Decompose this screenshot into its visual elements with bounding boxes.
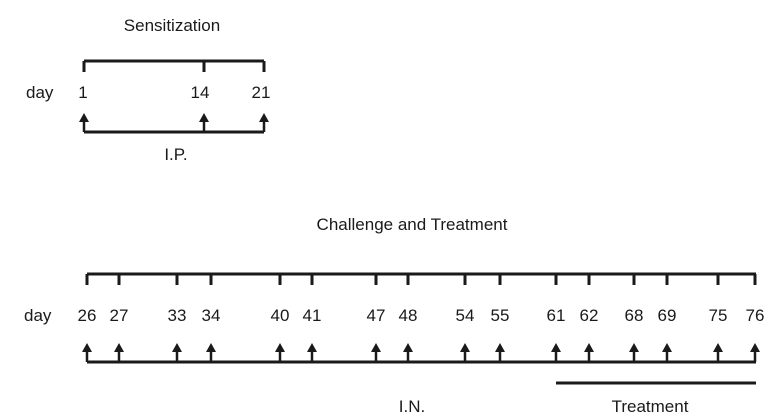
instillation-arrow-day-69 bbox=[662, 343, 672, 362]
challenge-day-75: 75 bbox=[708, 306, 728, 325]
challenge-day-40: 40 bbox=[270, 306, 290, 325]
sensitization-day-1: 1 bbox=[78, 83, 88, 102]
challenge-day-69: 69 bbox=[657, 306, 677, 325]
challenge-arrows bbox=[82, 343, 760, 362]
challenge-day-label: day bbox=[24, 306, 52, 325]
route-label-ip: I.P. bbox=[164, 145, 188, 164]
sensitization-arrows bbox=[79, 113, 269, 132]
challenge-title: Challenge and Treatment bbox=[316, 215, 508, 234]
challenge-day-47: 47 bbox=[366, 306, 386, 325]
instillation-arrow-day-48 bbox=[403, 343, 413, 362]
sensitization-title: Sensitization bbox=[123, 16, 221, 35]
instillation-arrow-day-68 bbox=[629, 343, 639, 362]
challenge-day-76: 76 bbox=[745, 306, 765, 325]
instillation-arrow-day-54 bbox=[460, 343, 470, 362]
challenge-day-26: 26 bbox=[77, 306, 97, 325]
sensitization-day-14: 14 bbox=[190, 83, 210, 102]
sensitization-day-label: day bbox=[26, 83, 54, 102]
injection-arrow-day-1 bbox=[79, 113, 89, 132]
sensitization-timeline bbox=[82, 59, 266, 134]
instillation-arrow-day-40 bbox=[275, 343, 285, 362]
instillation-arrow-day-27 bbox=[114, 343, 124, 362]
treatment-label: Treatment bbox=[611, 397, 689, 416]
challenge-ticks bbox=[85, 274, 757, 285]
challenge-day-41: 41 bbox=[302, 306, 322, 325]
challenge-day-61: 61 bbox=[546, 306, 566, 325]
injection-arrow-day-21 bbox=[259, 113, 269, 132]
instillation-arrow-day-61 bbox=[551, 343, 561, 362]
challenge-day-48: 48 bbox=[398, 306, 418, 325]
instillation-arrow-day-26 bbox=[82, 343, 92, 362]
challenge-day-33: 33 bbox=[167, 306, 187, 325]
instillation-arrow-day-55 bbox=[495, 343, 505, 362]
challenge-day-55: 55 bbox=[490, 306, 510, 325]
instillation-arrow-day-41 bbox=[307, 343, 317, 362]
challenge-day-27: 27 bbox=[109, 306, 129, 325]
challenge-day-68: 68 bbox=[624, 306, 644, 325]
challenge-day-62: 62 bbox=[579, 306, 599, 325]
instillation-arrow-day-62 bbox=[584, 343, 594, 362]
challenge-timeline bbox=[87, 272, 756, 385]
challenge-day-54: 54 bbox=[455, 306, 475, 325]
injection-arrow-day-14 bbox=[199, 113, 209, 132]
instillation-arrow-day-33 bbox=[172, 343, 182, 362]
sensitization-day-21: 21 bbox=[251, 83, 271, 102]
instillation-arrow-day-76 bbox=[750, 343, 760, 362]
instillation-arrow-day-47 bbox=[371, 343, 381, 362]
route-label-in: I.N. bbox=[398, 397, 426, 416]
instillation-arrow-day-34 bbox=[206, 343, 216, 362]
challenge-day-34: 34 bbox=[201, 306, 221, 325]
instillation-arrow-day-75 bbox=[713, 343, 723, 362]
